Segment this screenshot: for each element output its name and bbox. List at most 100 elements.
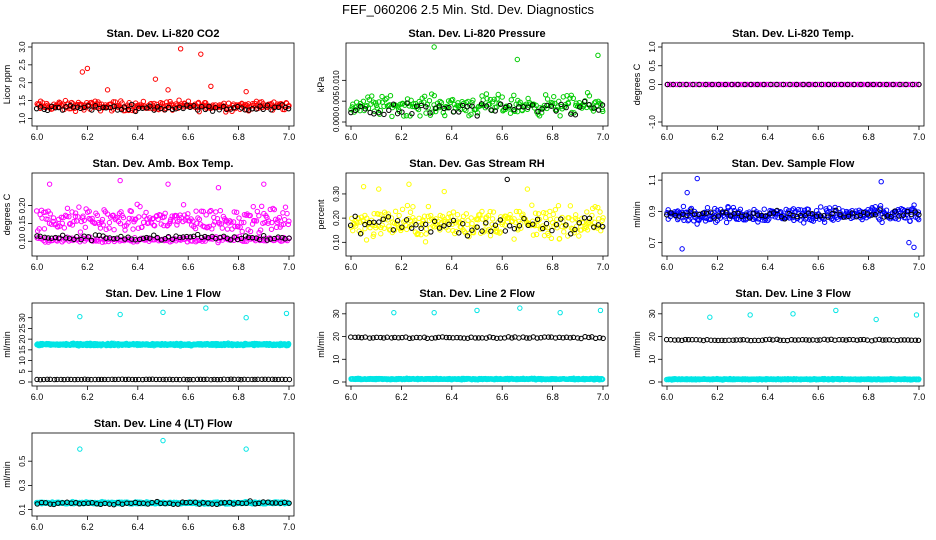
- data-point: [192, 225, 199, 232]
- data-point: [33, 208, 40, 214]
- data-point: [273, 224, 280, 231]
- data-point: [199, 234, 205, 241]
- data-point: [489, 216, 496, 222]
- data-point: [258, 203, 265, 210]
- outlier-point: [104, 87, 111, 93]
- series-colored: [33, 177, 292, 236]
- data-point: [826, 205, 833, 211]
- data-point: [417, 113, 423, 119]
- data-point: [460, 221, 466, 227]
- x-tick-label: 6.6: [182, 262, 195, 272]
- data-point: [729, 81, 735, 88]
- data-point: [547, 208, 553, 215]
- data-point: [905, 337, 911, 343]
- y-tick-label: 30: [332, 309, 341, 318]
- x-tick-label: 6.0: [31, 132, 44, 142]
- data-point: [586, 102, 592, 108]
- series-black: [663, 336, 922, 344]
- data-point: [511, 106, 517, 113]
- data-point: [200, 208, 206, 215]
- y-tick-label: 0.000: [332, 111, 341, 132]
- data-point: [491, 96, 497, 103]
- data-point: [600, 335, 606, 342]
- data-point: [777, 209, 784, 215]
- outlier-point: [243, 315, 249, 321]
- data-point: [270, 205, 276, 212]
- data-point: [492, 222, 499, 228]
- plot-frame: [31, 432, 295, 517]
- data-point: [516, 223, 523, 229]
- data-point: [805, 206, 812, 213]
- data-point: [111, 501, 117, 508]
- data-point: [282, 104, 289, 111]
- data-point: [180, 202, 187, 208]
- data-point: [153, 376, 159, 383]
- data-point: [454, 334, 460, 341]
- outlier-point: [913, 312, 920, 318]
- data-point: [433, 108, 439, 115]
- data-point: [140, 98, 147, 105]
- data-point: [450, 209, 457, 215]
- data-point: [474, 224, 480, 230]
- outlier-point: [873, 316, 879, 323]
- data-point: [830, 217, 836, 223]
- data-point: [129, 376, 136, 383]
- y-tick-label: 1.1: [648, 174, 657, 186]
- x-tick-label: 6.2: [81, 262, 94, 272]
- data-point: [561, 229, 567, 235]
- data-point: [770, 210, 777, 216]
- data-point: [132, 108, 139, 115]
- series-colored: [663, 307, 922, 383]
- data-point: [202, 106, 209, 113]
- data-point: [766, 216, 772, 222]
- data-point: [515, 104, 522, 110]
- data-point: [436, 103, 442, 109]
- data-point: [675, 337, 681, 343]
- data-point: [59, 107, 66, 113]
- data-point: [817, 213, 824, 219]
- data-point: [539, 106, 545, 112]
- y-tick-label: 10: [18, 356, 27, 365]
- data-point: [78, 236, 84, 243]
- x-tick-label: 6.4: [132, 262, 145, 272]
- data-point: [838, 81, 845, 88]
- data-point: [586, 334, 592, 341]
- data-point: [282, 204, 289, 210]
- data-point: [487, 208, 493, 215]
- data-point: [805, 210, 812, 216]
- data-point: [469, 100, 475, 106]
- data-point: [92, 376, 98, 383]
- data-point: [879, 219, 885, 226]
- data-point: [683, 81, 689, 88]
- y-tick-label: 20: [648, 332, 657, 341]
- data-point: [50, 215, 57, 221]
- data-point: [861, 336, 867, 343]
- data-point: [161, 214, 167, 220]
- series-black: [664, 81, 922, 88]
- data-point: [377, 211, 383, 218]
- data-point: [117, 220, 124, 227]
- data-point: [684, 212, 690, 218]
- y-tick-label: -1.0: [648, 115, 657, 129]
- y-axis-label: degrees C: [632, 63, 642, 105]
- x-tick-label: 6.0: [31, 262, 44, 272]
- outlier-point: [46, 181, 53, 187]
- data-point: [225, 376, 231, 383]
- data-point: [833, 207, 839, 214]
- data-point: [71, 218, 77, 225]
- panel-4: Stan. Dev. Amb. Box Temp.degrees C6.0 6.2…: [2, 158, 295, 272]
- data-point: [479, 216, 486, 222]
- y-axis-label: ml/min: [632, 201, 642, 228]
- data-point: [544, 96, 551, 102]
- data-point: [194, 107, 201, 113]
- data-point: [247, 228, 254, 235]
- data-point: [143, 234, 150, 241]
- data-point: [506, 102, 513, 109]
- data-point: [268, 236, 274, 243]
- data-point: [821, 216, 827, 222]
- data-point: [155, 216, 161, 222]
- outlier-point: [474, 307, 480, 314]
- data-point: [85, 234, 92, 240]
- data-point: [385, 211, 392, 217]
